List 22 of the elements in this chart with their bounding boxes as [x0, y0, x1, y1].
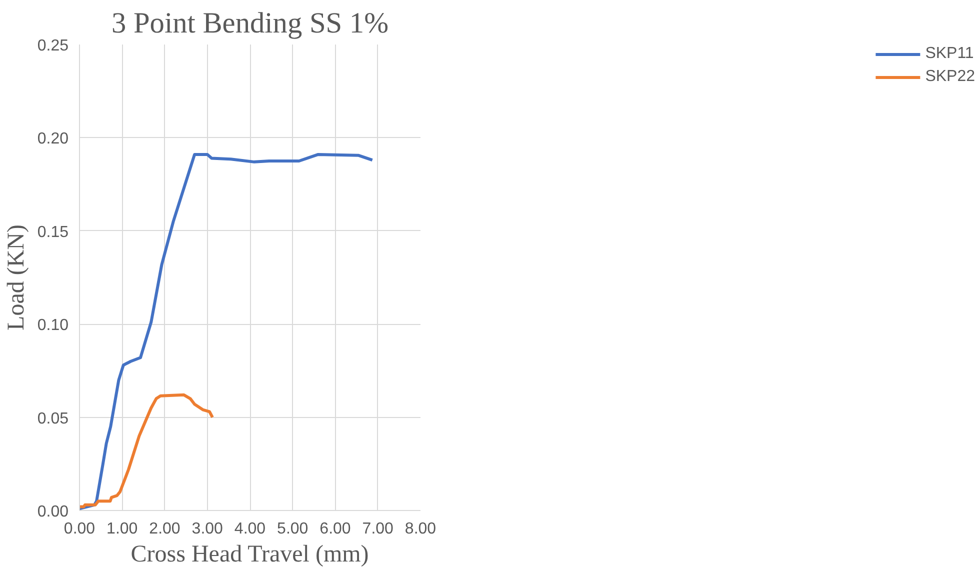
x-tick-label: 4.00 [234, 520, 266, 538]
x-tick-label: 5.00 [277, 520, 308, 538]
y-tick-label: 0.05 [37, 410, 69, 428]
legend-label: SKP11 [925, 45, 974, 63]
y-tick-label: 0.00 [37, 504, 69, 520]
x-axis-title: Cross Head Travel (mm) [130, 542, 369, 568]
x-tick-label: 0.00 [64, 520, 96, 538]
x-tick-label: 7.00 [362, 520, 394, 538]
y-tick-label: 0.25 [37, 38, 69, 54]
line-series [80, 393, 214, 508]
x-tick-label: 6.00 [320, 520, 351, 538]
x-tick-label: 3.00 [192, 520, 224, 538]
x-tick-label: 8.00 [404, 520, 436, 538]
y-axis-title: Load (KN) [3, 224, 30, 330]
chart-title: 3 Point Bending SS 1% [111, 8, 389, 40]
y-tick-label: 0.20 [37, 130, 69, 148]
legend-label: SKP22 [925, 68, 975, 86]
y-tick-label: 0.10 [37, 317, 69, 334]
x-tick-label: 1.00 [106, 520, 138, 538]
y-tick-label: 0.15 [37, 224, 69, 241]
x-tick-label: 2.00 [149, 520, 180, 538]
line-series [80, 152, 374, 510]
